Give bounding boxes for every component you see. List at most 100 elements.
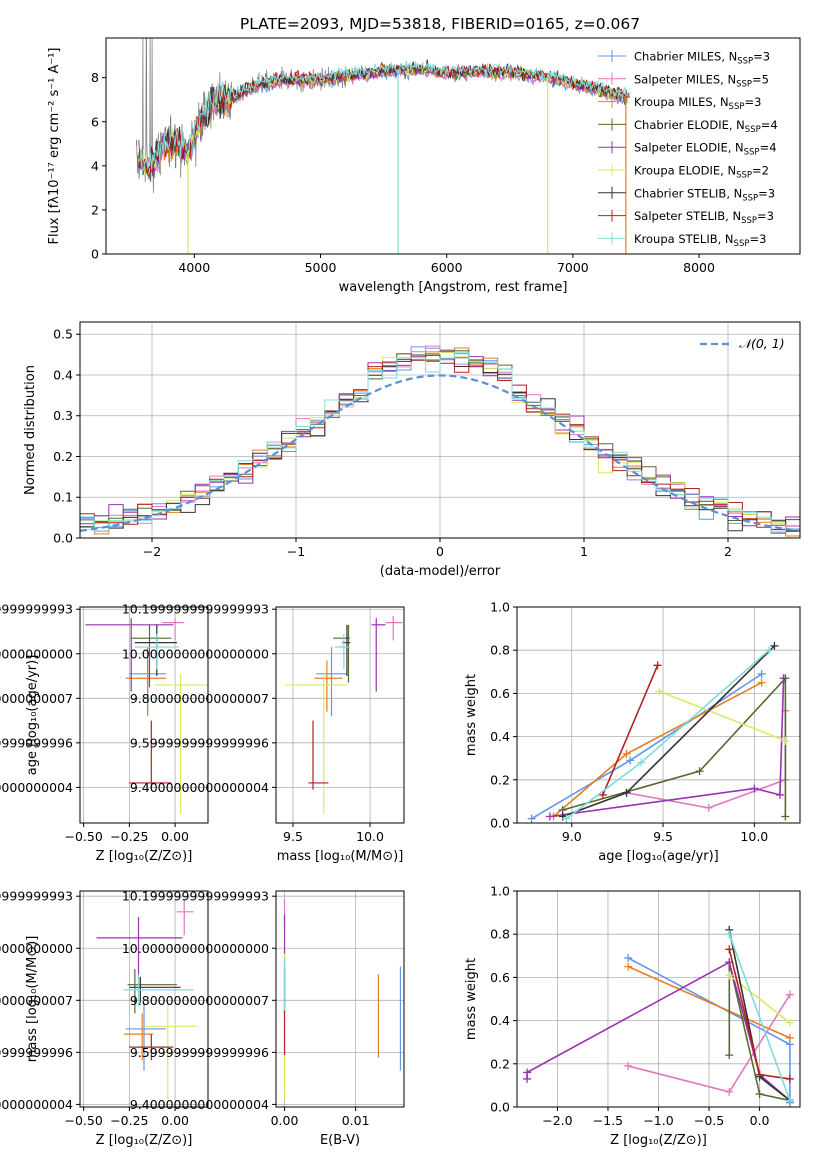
weight-vs-Z-plot-area — [523, 925, 794, 1107]
spectrum-model-line-7 — [138, 61, 628, 177]
mass-vs-Z-xtick-label-2: 0.00 — [161, 1113, 189, 1128]
weight-vs-Z-xtick-label-2: −1.0 — [643, 1113, 673, 1128]
age-vs-mass-ytick-label-4: 10.1999999999999993 — [122, 602, 269, 617]
weight-vs-age-point-0-1 — [626, 756, 635, 765]
weight-vs-Z-point-7-0 — [725, 945, 734, 954]
age-vs-Z-plot-area — [85, 618, 208, 815]
weight-vs-Z-ytick-label-3: 0.6 — [490, 970, 510, 985]
weight-vs-age-ytick-label-5: 1.0 — [490, 600, 510, 615]
weight-vs-Z-point-2-1 — [785, 1033, 794, 1042]
legend-name-1: Salpeter MILES, N — [634, 72, 736, 86]
legend-sub-6: SSP — [742, 193, 758, 203]
age-vs-Z-ytick-label-2: 9.8000000000000007 — [0, 691, 73, 706]
weight-vs-age-point-7-1 — [653, 661, 662, 670]
weight-vs-age-xtick-label-1: 9.5 — [653, 829, 673, 844]
residuals-ytick-label-0: 0.0 — [53, 531, 73, 546]
age-vs-mass-xlabel: mass [log₁₀(M/M⊙)] — [277, 849, 404, 864]
residuals-xtick-label-0: −2 — [143, 544, 161, 559]
legend-label-1: Salpeter MILES, NSSP=5 — [634, 72, 769, 89]
mass-vs-Z-ytick-label-0: 9.4000000000000004 — [0, 1097, 73, 1112]
weight-vs-Z-line-8 — [728, 933, 791, 1101]
weight-vs-age-ytick-label-1: 0.2 — [490, 772, 510, 787]
spectrum-ylabel: Flux [fλ10⁻¹⁷ erg cm⁻² s⁻¹ A⁻¹] — [47, 48, 62, 245]
spectrum-ytick-label-4: 8 — [91, 70, 99, 85]
age-vs-mass-plot-area — [285, 615, 403, 815]
mass-vs-Z-ytick-label-4: 10.1999999999999993 — [0, 889, 73, 904]
weight-vs-age-line-5 — [659, 690, 786, 742]
weight-vs-age-point-8-2 — [764, 646, 773, 655]
weight-vs-Z-point-1-0 — [624, 1061, 633, 1070]
legend-name-3: Chabrier ELODIE, N — [634, 118, 745, 132]
weight-vs-age-ytick-label-2: 0.4 — [490, 729, 510, 744]
legend-sub-2: SSP — [729, 102, 745, 112]
weight-vs-age-plot-area — [527, 641, 790, 823]
mass-vs-EBV-xtick-label-1: 0.01 — [342, 1113, 370, 1128]
weight-vs-age-point-5-0 — [655, 687, 664, 696]
weight-vs-Z-point-8-1 — [785, 1096, 794, 1105]
residuals-ytick-label-4: 0.4 — [53, 367, 73, 382]
residuals-ytick-label-3: 0.3 — [53, 408, 73, 423]
weight-vs-Z-xtick-label-3: −0.5 — [694, 1113, 724, 1128]
legend-name-0: Chabrier MILES, N — [634, 50, 737, 64]
spectrum-ytick-label-3: 6 — [91, 114, 99, 129]
weight-vs-age-ylabel: mass weight — [464, 674, 479, 756]
legend-name-6: Chabrier STELIB, N — [634, 186, 742, 200]
weight-vs-Z-line-5 — [728, 974, 791, 1024]
legend-sub-5: SSP — [736, 171, 752, 181]
weight-vs-Z-ytick-label-2: 0.4 — [490, 1013, 510, 1028]
weight-vs-age-frame — [516, 606, 801, 824]
age-vs-mass-xtick-label-0: 9.5 — [283, 829, 303, 844]
weight-vs-Z-point-1-2 — [785, 990, 794, 999]
residuals-xtick-label-4: 2 — [724, 544, 732, 559]
age-vs-Z-xlabel: Z [log₁₀(Z/Z⊙)] — [96, 849, 193, 864]
legend-suffix-5: =2 — [752, 164, 769, 178]
legend-name-7: Salpeter STELIB, N — [634, 209, 741, 223]
spectrum-frame — [105, 37, 801, 255]
mass-vs-Z-axes: −0.50 −0.25 0.00 9.4000000000000004 9.599999… — [0, 889, 209, 1148]
weight-vs-age-point-8-0 — [562, 814, 571, 823]
age-vs-Z-ylabel: age [log₁₀(age/yr)] — [25, 655, 40, 776]
legend-label-5: Kroupa ELODIE, NSSP=2 — [634, 164, 769, 181]
legend-sub-4: SSP — [744, 148, 760, 158]
residuals-plot-area — [80, 345, 800, 537]
weight-vs-Z-xtick-label-4: 0.0 — [750, 1113, 770, 1128]
legend-name-4: Salpeter ELODIE, N — [634, 141, 744, 155]
weight-vs-age-point-6-2 — [770, 641, 779, 650]
legend-sub-0: SSP — [737, 57, 753, 67]
residuals-xlabel: (data-model)/error — [380, 564, 501, 579]
spectrum-plot-area — [135, 38, 631, 254]
weight-vs-age-point-3-1 — [695, 767, 704, 776]
weight-vs-Z-point-0-0 — [624, 953, 633, 962]
legend-suffix-4: =4 — [760, 141, 777, 155]
weight-vs-Z-ylabel: mass weight — [464, 958, 479, 1040]
weight-vs-Z-point-2-0 — [624, 962, 633, 971]
age-vs-mass-ytick-label-3: 10.0000000000000000 — [122, 646, 269, 661]
weight-vs-Z-point-7-1 — [755, 1070, 764, 1079]
legend-name-5: Kroupa ELODIE, N — [634, 164, 736, 178]
age-vs-mass-ytick-label-1: 9.5999999999999996 — [130, 735, 269, 750]
legend-label-0: Chabrier MILES, NSSP=3 — [634, 50, 770, 67]
spectrum-xtick-label-2: 6000 — [431, 260, 463, 275]
spectrum-xlabel: wavelength [Angstrom, rest frame] — [339, 280, 568, 295]
weight-vs-age-line-2 — [552, 681, 763, 818]
weight-vs-Z-ytick-label-4: 0.8 — [490, 927, 510, 942]
legend-suffix-3: =4 — [761, 118, 778, 132]
mass-vs-Z-xlabel: Z [log₁₀(Z/Z⊙)] — [96, 1133, 193, 1148]
spectrum-xtick-label-1: 5000 — [305, 260, 337, 275]
mass-vs-Z-xtick-label-0: −0.50 — [65, 1113, 103, 1128]
legend-sub-1: SSP — [736, 79, 752, 89]
mass-vs-Z-ytick-label-3: 10.0000000000000000 — [0, 941, 73, 956]
mass-vs-Z-frame — [79, 890, 209, 1108]
weight-vs-Z-ytick-label-5: 1.0 — [490, 884, 510, 899]
weight-vs-age-ytick-label-4: 0.8 — [490, 643, 510, 658]
weight-vs-age-ytick-label-3: 0.6 — [490, 686, 510, 701]
spectrum-model-line-6 — [138, 59, 628, 175]
weight-vs-age-point-2-1 — [622, 749, 631, 758]
weight-vs-Z-line-3 — [728, 962, 791, 1102]
weight-vs-age-point-4-0 — [545, 812, 554, 821]
weight-vs-age-point-1-1 — [704, 803, 713, 812]
age-vs-Z-xtick-label-0: −0.50 — [65, 829, 103, 844]
weight-vs-Z-point-7-2 — [785, 1074, 794, 1083]
